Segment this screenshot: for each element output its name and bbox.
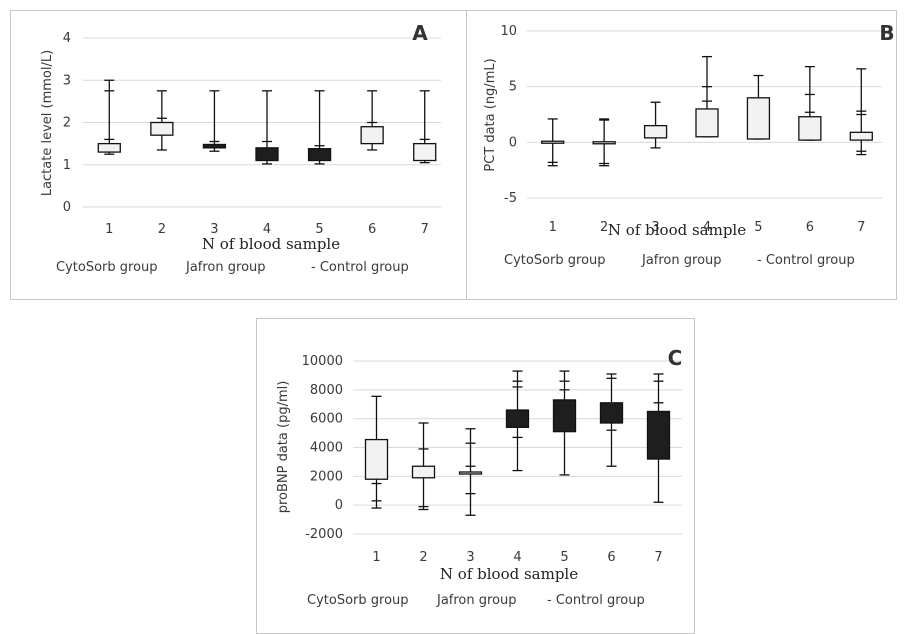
x-tick-label: 4 — [263, 222, 271, 237]
x-tick-label: 6 — [368, 222, 376, 237]
x-tick-label: 7 — [654, 550, 662, 565]
chart-panel-b: -5 0 5 10 1 2 3 4 5 6 7 PCT data (ng/mL) N of blood … — [466, 10, 897, 300]
box-b-2 — [592, 141, 616, 145]
panel-label: A — [412, 21, 428, 45]
y-tick-label: -5 — [504, 191, 517, 206]
legend-entry: - Control group — [311, 260, 409, 275]
box-a-7 — [413, 142, 437, 162]
box-b-1 — [541, 140, 565, 144]
panel-label: C — [668, 346, 683, 370]
y-tick-label: 3 — [63, 73, 71, 88]
legend-entry: - Control group — [547, 593, 645, 608]
x-tick-label: 5 — [754, 220, 762, 235]
legend-entry: CytoSorb group — [56, 260, 158, 275]
y-tick-label: 4 — [63, 31, 71, 46]
x-tick-label: 7 — [857, 220, 865, 235]
y-tick-label: 4000 — [310, 441, 343, 456]
boxplot-chart-b: -5 0 5 10 1 2 3 4 5 6 7 PCT data (ng/mL) N of blood … — [483, 21, 895, 268]
box-a-4 — [255, 147, 279, 162]
box-c-7 — [646, 410, 671, 460]
y-tick-label: 2000 — [310, 469, 343, 484]
x-tick-label: 1 — [105, 222, 113, 237]
chart-panel-a: 0 1 2 3 4 1 2 3 4 5 6 7 Lactate level (mmol/L) N of b… — [10, 10, 468, 300]
legend-entry: Jafron group — [185, 260, 266, 275]
chart-panel-c: -2000 0 2000 4000 6000 8000 10000 1 2 3 4 5 6 7 proBNP… — [256, 318, 695, 634]
box-c-4 — [505, 409, 530, 428]
x-tick-label: 2 — [600, 220, 608, 235]
x-axis-label: N of blood sample — [608, 221, 746, 239]
legend-entry: CytoSorb group — [307, 593, 409, 608]
x-tick-label: 3 — [210, 222, 218, 237]
y-tick-label: -2000 — [305, 527, 343, 542]
y-tick-label: 10 — [500, 24, 517, 39]
y-tick-label: 5 — [509, 80, 517, 95]
legend-entry: - Control group — [757, 253, 855, 268]
box-a-2 — [150, 121, 174, 136]
box-c-3 — [458, 471, 483, 475]
x-tick-label: 4 — [513, 550, 521, 565]
x-axis-label: N of blood sample — [440, 565, 578, 583]
x-tick-label: 1 — [549, 220, 557, 235]
x-axis-label: N of blood sample — [202, 235, 340, 253]
box-c-6 — [599, 402, 624, 424]
box-b-6 — [798, 116, 822, 141]
box-b-7 — [849, 131, 873, 141]
x-tick-label: 6 — [806, 220, 814, 235]
y-axis-label: PCT data (ng/mL) — [483, 58, 498, 171]
y-tick-label: 2 — [63, 116, 71, 131]
x-tick-label: 7 — [421, 222, 429, 237]
boxplot-chart-c: -2000 0 2000 4000 6000 8000 10000 1 2 3 4 5 6 7 proBNP… — [276, 346, 683, 608]
box-c-1 — [364, 438, 389, 480]
y-axis-label: proBNP data (pg/ml) — [276, 381, 291, 514]
box-a-3 — [202, 143, 227, 149]
box-a-5 — [307, 148, 332, 162]
y-tick-label: 6000 — [310, 412, 343, 427]
y-tick-label: 1 — [63, 158, 71, 173]
y-tick-label: 0 — [335, 498, 343, 513]
x-tick-label: 2 — [419, 550, 427, 565]
boxplot-chart-a: 0 1 2 3 4 1 2 3 4 5 6 7 Lactate level (mmol/L) N of b… — [40, 21, 441, 275]
box-b-3 — [643, 124, 668, 139]
y-axis-label: Lactate level (mmol/L) — [40, 50, 55, 196]
box-a-1 — [97, 142, 121, 153]
x-tick-label: 1 — [372, 550, 380, 565]
y-tick-label: 10000 — [302, 354, 343, 369]
box-b-5 — [746, 97, 771, 140]
legend-entry: Jafron group — [436, 593, 517, 608]
x-tick-label: 5 — [560, 550, 568, 565]
x-tick-label: 4 — [703, 220, 711, 235]
box-c-2 — [411, 465, 436, 479]
y-tick-label: 0 — [509, 135, 517, 150]
panel-label: B — [879, 21, 894, 45]
x-tick-label: 2 — [158, 222, 166, 237]
x-tick-label: 6 — [607, 550, 615, 565]
x-tick-label: 3 — [651, 220, 659, 235]
y-tick-label: 0 — [63, 200, 71, 215]
box-b-4 — [695, 108, 719, 138]
box-c-5 — [552, 399, 577, 433]
box-a-6 — [360, 126, 384, 145]
legend-entry: Jafron group — [641, 253, 722, 268]
x-tick-label: 5 — [315, 222, 323, 237]
y-tick-label: 8000 — [310, 383, 343, 398]
x-tick-label: 3 — [466, 550, 474, 565]
legend-entry: CytoSorb group — [504, 253, 606, 268]
